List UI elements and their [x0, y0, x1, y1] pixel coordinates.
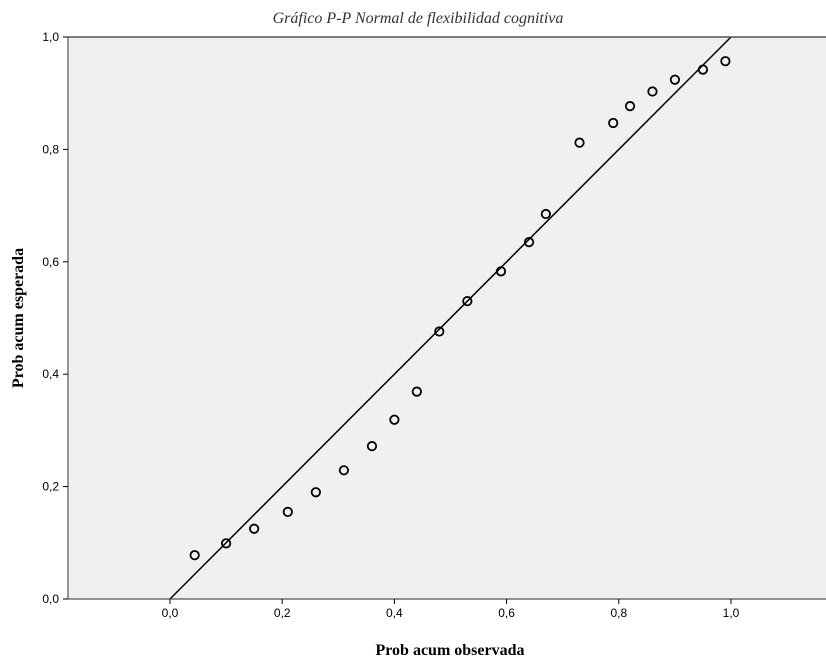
- x-tick-label: 0,8: [610, 606, 627, 620]
- data-point: [249, 523, 260, 534]
- data-point: [221, 538, 232, 549]
- data-point: [434, 326, 445, 337]
- data-point: [540, 208, 551, 220]
- plot-area: [68, 37, 826, 599]
- data-point: [366, 441, 378, 452]
- reference-line: [169, 36, 732, 600]
- x-tick-label: 0,4: [386, 606, 403, 620]
- data-point: [411, 386, 422, 397]
- data-point: [574, 137, 585, 148]
- data-point: [608, 117, 619, 129]
- y-tick-label: 0,8: [42, 142, 59, 156]
- y-tick-label: 0,6: [42, 255, 59, 269]
- y-tick-label: 0,2: [42, 480, 59, 494]
- data-point: [282, 506, 293, 517]
- x-axis-label: Prob acum observada: [375, 642, 524, 659]
- x-tick-label: 0,6: [498, 606, 515, 620]
- y-tick-label: 0,4: [42, 367, 59, 381]
- data-point: [624, 101, 636, 112]
- data-point: [697, 64, 709, 75]
- data-point: [669, 74, 681, 85]
- data-point: [189, 550, 200, 561]
- x-tick-label: 1,0: [723, 606, 740, 620]
- data-point: [720, 56, 731, 67]
- data-point: [338, 465, 350, 476]
- chart-title: Gráfico P-P Normal de flexibilidad cogni…: [273, 10, 564, 27]
- data-point: [523, 237, 535, 248]
- y-tick-label: 1,0: [42, 30, 59, 44]
- data-point: [647, 86, 658, 97]
- data-point: [310, 487, 321, 498]
- data-point: [389, 414, 400, 425]
- y-axis-label: Prob acum esperada: [10, 248, 27, 388]
- y-tick-label: 0,0: [42, 592, 59, 606]
- x-tick-label: 0,2: [274, 606, 291, 620]
- data-point: [462, 296, 473, 307]
- data-point: [495, 266, 507, 277]
- x-tick-label: 0,0: [162, 606, 179, 620]
